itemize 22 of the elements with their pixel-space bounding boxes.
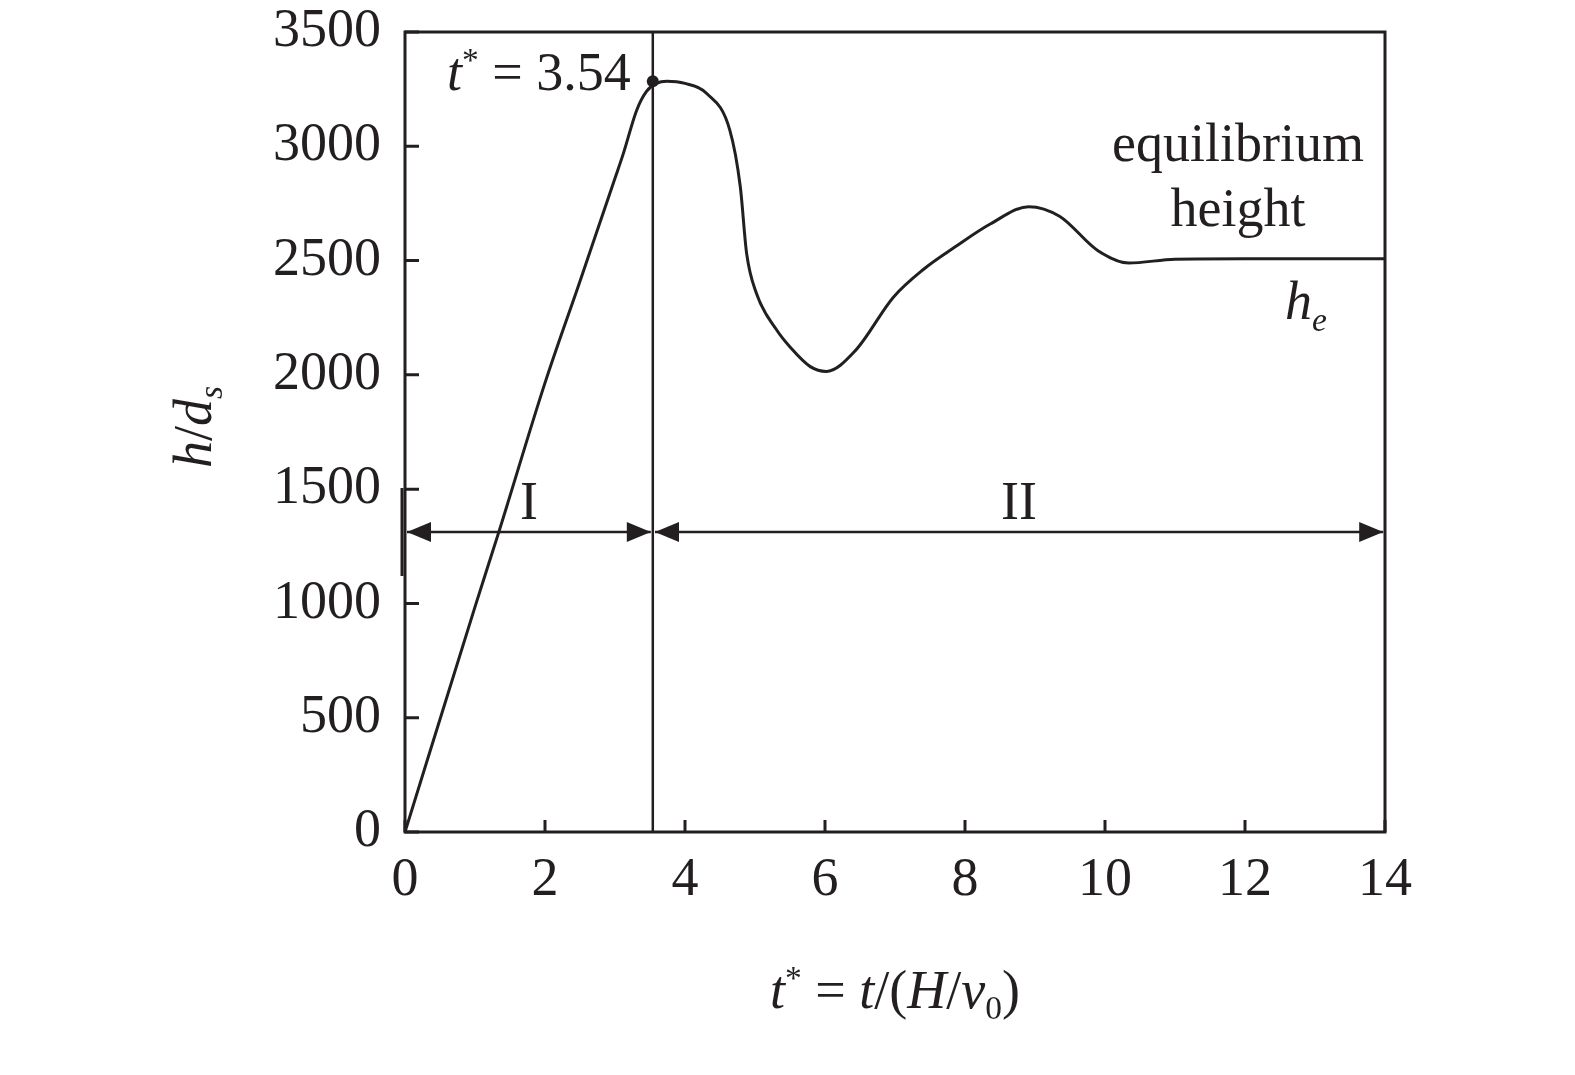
annotation: h$_{e}$ bbox=[1284, 270, 1327, 338]
annotation: I bbox=[519, 469, 538, 533]
annotation: t$^{*}$ = 3.54 bbox=[447, 39, 631, 104]
y-tick-label: 0 bbox=[354, 798, 381, 859]
y-tick-label: 3500 bbox=[273, 0, 381, 59]
y-tick-label: 3000 bbox=[273, 112, 381, 173]
y-tick-label: 2500 bbox=[273, 226, 381, 287]
annotation: II bbox=[1000, 469, 1037, 533]
x-tick-label: 0 bbox=[391, 846, 419, 907]
x-tick-label: 2 bbox=[531, 846, 559, 907]
y-tick-label: 1500 bbox=[273, 455, 381, 516]
x-tick-label: 12 bbox=[1218, 846, 1272, 907]
x-tick-label: 14 bbox=[1358, 846, 1412, 907]
x-tick-label: 8 bbox=[951, 846, 979, 907]
x-tick-label: 10 bbox=[1078, 846, 1132, 907]
text: t$^{*}$ = t/(H/v$_{0}$) bbox=[770, 958, 1020, 1027]
y-tick-label: 1000 bbox=[273, 569, 381, 630]
y-tick-label: 500 bbox=[300, 683, 381, 744]
annotation: equilibrium height bbox=[1111, 112, 1365, 240]
x-tick-label: 6 bbox=[811, 846, 839, 907]
y-tick-label: 2000 bbox=[273, 341, 381, 402]
x-tick-label: 4 bbox=[671, 846, 699, 907]
